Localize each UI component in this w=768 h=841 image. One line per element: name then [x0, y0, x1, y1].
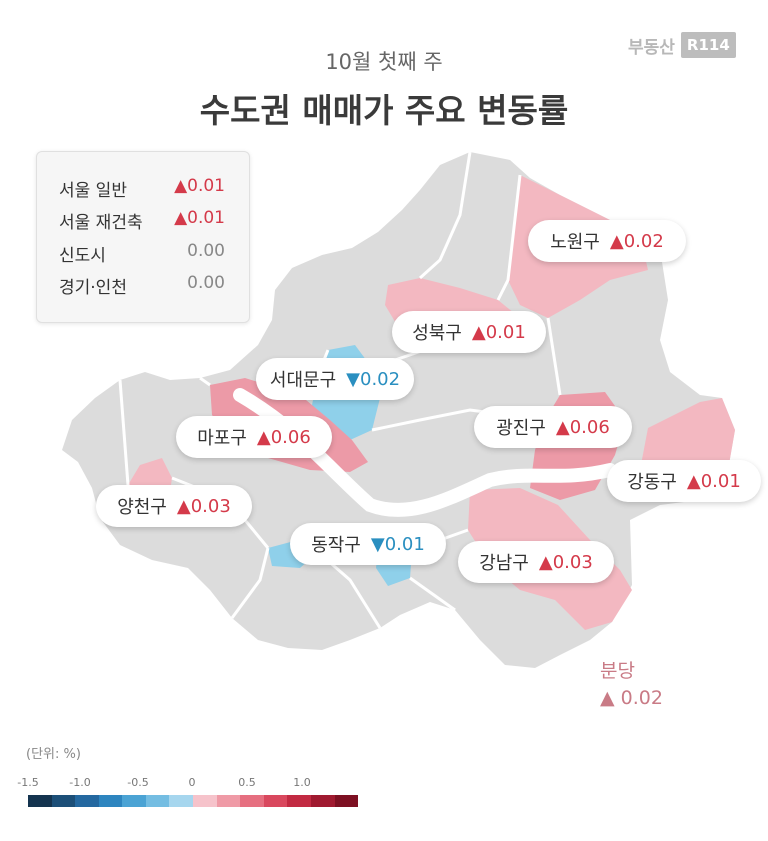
legend-row-gyeonggi-incheon: 경기·인천 0.00: [59, 273, 225, 298]
logo-text: 부동산: [628, 37, 675, 58]
legend-label: 서울 재건축: [59, 213, 143, 233]
logo: 부동산 R114: [628, 28, 736, 62]
scale-swatch: [28, 795, 52, 807]
logo-box: R114: [680, 32, 736, 58]
scale-swatch: [169, 795, 194, 807]
district-value: ▼0.01: [370, 533, 425, 555]
scale-swatch: [334, 795, 359, 807]
scale-swatch: [122, 795, 146, 807]
scale-tick: 0.5: [238, 776, 256, 789]
legend-value: ▲0.01: [174, 208, 225, 228]
scale-tick: -1.5: [17, 776, 39, 789]
label-yangcheon: 양천구 ▲0.03: [96, 485, 252, 527]
label-nowon: 노원구 ▲0.02: [528, 220, 686, 262]
label-dongjak: 동작구 ▼0.01: [290, 523, 446, 565]
district-name: 강동구: [627, 472, 677, 493]
label-gangdong: 강동구 ▲0.01: [607, 460, 761, 502]
district-name: 노원구: [550, 232, 600, 253]
label-gwangjin: 광진구 ▲0.06: [474, 406, 632, 448]
legend-row-new-towns: 신도시 0.00: [59, 241, 225, 266]
district-name: 성북구: [412, 323, 462, 344]
scale-swatch: [75, 795, 99, 807]
district-name: 서대문구: [269, 370, 337, 391]
district-value: ▲0.06: [256, 426, 311, 448]
label-gangnam: 강남구 ▲0.03: [458, 541, 614, 583]
district-name: 광진구: [496, 418, 546, 439]
scale-swatch: [216, 795, 241, 807]
district-value: ▼0.02: [346, 368, 401, 390]
scale-swatch: [193, 795, 217, 807]
legend-row-seoul-reconstruction: 서울 재건축 ▲0.01: [59, 208, 225, 233]
district-name: 양천구: [117, 497, 167, 518]
legend-value: 0.00: [187, 273, 225, 293]
district-name: 동작구: [311, 535, 361, 556]
scale-swatch: [98, 795, 123, 807]
label-mapo: 마포구 ▲0.06: [176, 416, 332, 458]
scale-swatch: [287, 795, 311, 807]
scale-tick-labels: -1.5 -1.0 -0.5 0 0.5 1.0: [0, 776, 768, 792]
scale-tick: -1.0: [69, 776, 91, 789]
district-value: ▲0.03: [176, 495, 231, 517]
bundang-name: 분당: [600, 660, 635, 682]
page-title: 수도권 매매가 주요 변동률: [199, 91, 569, 130]
legend-value: 0.00: [187, 241, 225, 261]
district-value: ▲0.03: [538, 551, 593, 573]
scale-tick: 1.0: [293, 776, 311, 789]
unit-label: (단위: %): [26, 747, 81, 762]
label-seongbuk: 성북구 ▲0.01: [392, 311, 546, 353]
legend-box: 서울 일반 ▲0.01 서울 재건축 ▲0.01 신도시 0.00 경기·인천 …: [36, 151, 250, 323]
bundang-value: ▲ 0.02: [600, 687, 663, 709]
legend-value: ▲0.01: [174, 176, 225, 196]
district-value: ▲0.01: [471, 321, 526, 343]
scale-tick: -0.5: [127, 776, 149, 789]
scale-swatch: [51, 795, 76, 807]
scale-swatch: [240, 795, 264, 807]
scale-tick: 0: [188, 776, 196, 789]
district-name: 마포구: [197, 428, 247, 449]
color-scale-bar: [28, 795, 359, 807]
district-value: ▲0.02: [609, 230, 664, 252]
district-name: 강남구: [479, 553, 529, 574]
subtitle: 10월 첫째 주: [325, 50, 443, 74]
scale-swatch: [145, 795, 170, 807]
district-value: ▲0.01: [686, 470, 741, 492]
district-value: ▲0.06: [555, 416, 610, 438]
legend-label: 경기·인천: [59, 278, 127, 298]
bundang-label: 분당 ▲ 0.02: [600, 656, 663, 709]
legend-label: 서울 일반: [59, 181, 127, 201]
legend-label: 신도시: [59, 246, 106, 266]
legend-row-seoul-general: 서울 일반 ▲0.01: [59, 176, 225, 201]
scale-swatch: [310, 795, 335, 807]
label-seodaemun: 서대문구 ▼0.02: [256, 358, 414, 400]
scale-swatch: [263, 795, 288, 807]
